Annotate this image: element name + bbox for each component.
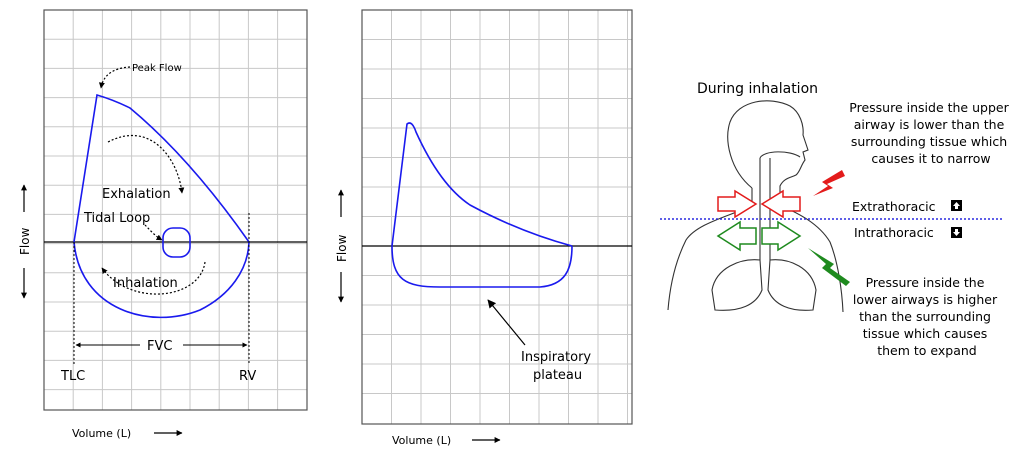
inhalation-label: Inhalation	[113, 276, 178, 291]
middle-flow-axis-label: Flow	[335, 234, 349, 262]
plateau-label-line1: Inspiratory	[521, 350, 591, 365]
plateau-pointer-arrow	[487, 299, 526, 346]
middle-expiratory-curve	[391, 122, 573, 247]
expiratory-curve	[73, 93, 250, 243]
left-volume-axis-label: Volume (L)	[72, 427, 131, 440]
plateau-label-line2: plateau	[533, 368, 582, 383]
down-arrow-icon	[951, 227, 962, 238]
left-flow-axis-label: Flow	[18, 227, 32, 255]
lower-note-line: tissue which causes	[863, 326, 988, 341]
fvc-label: FVC	[147, 339, 172, 354]
up-arrow-icon	[951, 200, 962, 211]
tidal-loop-label: Tidal Loop	[83, 211, 150, 226]
lower-note-line: lower airways is higher	[853, 292, 998, 307]
lower-note: Pressure inside the lower airways is hig…	[853, 275, 1001, 358]
rv-label: RV	[239, 369, 256, 384]
tidal-loop-shape	[162, 227, 191, 258]
middle-grid	[362, 10, 632, 424]
lower-note-line: them to expand	[877, 343, 977, 358]
middle-volume-axis-label: Volume (L)	[392, 434, 451, 447]
left-narrow-arrow	[717, 189, 758, 219]
upper-lightning-arrow	[813, 170, 845, 196]
peak-flow-arrow	[98, 66, 131, 89]
left-frame	[43, 9, 308, 411]
upper-note-line: causes it to narrow	[871, 151, 990, 166]
lower-note-line: Pressure inside the	[866, 275, 985, 290]
lower-note-line: than the surrounding	[859, 309, 991, 324]
right-panel: During inhalation Pressure inside the up…	[660, 81, 1012, 358]
inspiratory-curve	[73, 241, 250, 319]
extrathoracic-label: Extrathoracic	[852, 199, 936, 214]
human-silhouette	[667, 100, 844, 313]
upper-note-line: surrounding tissue which	[851, 134, 1007, 149]
right-expand-arrow	[761, 220, 802, 252]
tlc-label: TLC	[60, 369, 85, 384]
left-panel: Peak Flow Exhalation Tidal Loop Inhalati…	[18, 9, 308, 440]
exhalation-arrow	[107, 135, 185, 194]
upper-note-line: Pressure inside the upper	[849, 100, 1009, 115]
lower-lightning-arrow	[808, 248, 850, 286]
right-narrow-arrow	[760, 189, 801, 219]
intrathoracic-label: Intrathoracic	[854, 225, 934, 240]
inhalation-arrow	[101, 261, 206, 295]
inhalation-title: During inhalation	[697, 81, 818, 97]
upper-note-line: airway is lower than the	[854, 117, 1005, 132]
left-expand-arrow	[716, 220, 757, 252]
middle-frame	[361, 9, 633, 425]
tidal-loop-arrow	[144, 224, 163, 241]
peak-flow-label: Peak Flow	[132, 63, 182, 74]
inspiratory-plateau-curve	[391, 245, 573, 288]
exhalation-label: Exhalation	[102, 187, 171, 202]
left-grid	[44, 10, 307, 410]
upper-note: Pressure inside the upper airway is lowe…	[849, 100, 1012, 166]
middle-panel: Inspiratory plateau Flow Volume (L)	[335, 9, 633, 447]
